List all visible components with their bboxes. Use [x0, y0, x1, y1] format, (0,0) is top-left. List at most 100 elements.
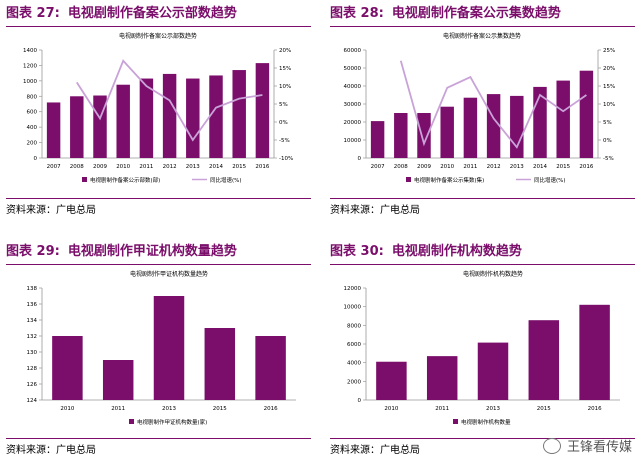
growth-line — [399, 60, 587, 149]
x-tick-label: 2008 — [70, 164, 84, 170]
chart-tv-drama-filings-count: 电视剧制作备案公示部数趋势 0 200 400 600 800 1000 1200 1400 -1… — [23, 32, 293, 184]
y2-tick-label: 0% — [279, 120, 288, 126]
legend-bar-swatch — [82, 177, 87, 182]
chart-production-institutions: 电视剧制作机构数趋势 0 2000 4000 6000 8000 10000 12000 201… — [344, 270, 620, 426]
legend-bar-label: 电视剧制作备案公示集数(集) — [414, 176, 484, 184]
source-note: 资料来源：广电总局 — [330, 198, 635, 216]
y-tick-label: 10000 — [344, 305, 362, 311]
bar — [370, 121, 385, 158]
y-tick-label: 60000 — [344, 48, 362, 54]
legend-line-label: 同比增速(%) — [210, 176, 242, 184]
x-tick-label: 2013 — [486, 406, 500, 412]
chart-title: 电视剧制作备案公示集数趋势 — [443, 32, 521, 40]
x-tick-label: 2015 — [213, 406, 227, 412]
x-tick-label: 2011 — [139, 164, 153, 170]
figure-heading: 图表 28: 电视剧制作备案公示集数趋势 — [330, 6, 635, 27]
bar — [528, 320, 560, 400]
bar — [46, 102, 61, 158]
bar — [579, 304, 610, 400]
y-tick-label: 1400 — [23, 48, 37, 54]
y2-tick-label: 25% — [603, 48, 615, 54]
y-tick-label: 10000 — [344, 138, 362, 144]
y-tick-label: 800 — [27, 94, 38, 100]
y2-tick-label: -5% — [279, 138, 290, 144]
y2-tick-label: -5% — [603, 156, 614, 162]
bar — [417, 113, 431, 158]
bar — [477, 342, 509, 400]
y-tick-label: 6000 — [347, 342, 361, 348]
x-tick-label: 2012 — [163, 164, 177, 170]
y-tick-label: 134 — [27, 318, 38, 324]
legend-line-label: 同比增速(%) — [534, 176, 566, 184]
bar — [116, 84, 130, 158]
y-tick-label: 2000 — [347, 379, 361, 385]
x-tick-label: 2010 — [60, 406, 74, 412]
y-tick-label: 1000 — [23, 79, 37, 85]
y2-tick-label: -10% — [279, 156, 293, 162]
x-tick-label: 2014 — [533, 164, 547, 170]
bar — [486, 94, 501, 158]
y-tick-label: 126 — [27, 382, 38, 388]
source-note: 资料来源：广电总局 — [6, 198, 311, 216]
wechat-icon — [542, 437, 561, 454]
y2-tick-label: 10% — [603, 102, 615, 108]
watermark: 王锋看传媒 — [542, 436, 632, 455]
x-tick-label: 2013 — [186, 164, 200, 170]
x-tick-label: 2010 — [384, 406, 398, 412]
x-tick-label: 2015 — [232, 164, 246, 170]
legend-bar-swatch — [129, 419, 134, 424]
x-tick-label: 2011 — [111, 406, 125, 412]
bar — [186, 78, 200, 158]
x-tick-label: 2014 — [209, 164, 223, 170]
bar — [102, 360, 134, 400]
bar — [426, 356, 458, 400]
x-tick-label: 2007 — [371, 164, 385, 170]
legend-bar-label: 电视剧制作备案公示部数(部) — [90, 176, 160, 184]
y-tick-label: 128 — [27, 366, 38, 372]
bar — [153, 296, 185, 400]
y2-tick-label: 5% — [279, 102, 288, 108]
y-tick-label: 138 — [27, 286, 38, 292]
legend-bar-label: 电视剧制作机构数量 — [461, 418, 511, 426]
y2-tick-label: 20% — [279, 48, 291, 54]
bar — [255, 336, 286, 400]
y-tick-label: 1200 — [23, 63, 37, 69]
y-tick-label: 400 — [27, 125, 38, 131]
legend-bar-swatch — [406, 177, 411, 182]
x-tick-label: 2016 — [579, 164, 593, 170]
y-tick-label: 4000 — [347, 361, 361, 367]
figure-heading: 图表 30: 电视剧制作机构数趋势 — [330, 244, 635, 265]
y-tick-label: 124 — [27, 398, 38, 404]
bar — [463, 97, 478, 158]
bar — [52, 336, 83, 400]
x-tick-label: 2015 — [537, 406, 551, 412]
chart-title: 电视剧制作机构数趋势 — [463, 270, 523, 278]
x-tick-label: 2012 — [487, 164, 501, 170]
bar — [255, 63, 270, 158]
bar — [440, 106, 454, 158]
y2-tick-label: 15% — [603, 84, 615, 90]
y-tick-label: 50000 — [344, 66, 362, 72]
x-tick-label: 2010 — [116, 164, 130, 170]
x-tick-label: 2013 — [162, 406, 176, 412]
legend-bar-label: 电视剧制作甲证机构数量(家) — [137, 418, 207, 426]
y-tick-label: 0 — [358, 398, 362, 404]
figure-heading: 图表 27: 电视剧制作备案公示部数趋势 — [6, 6, 311, 27]
bar — [139, 78, 154, 158]
x-tick-label: 2015 — [556, 164, 570, 170]
y2-tick-label: 10% — [279, 84, 291, 90]
bar — [394, 113, 408, 158]
x-tick-label: 2011 — [435, 406, 449, 412]
chart-title: 电视剧制作甲证机构数量趋势 — [130, 270, 208, 278]
bar — [162, 73, 177, 158]
x-tick-label: 2009 — [417, 164, 431, 170]
x-tick-label: 2007 — [47, 164, 61, 170]
y2-tick-label: 20% — [603, 66, 615, 72]
x-tick-label: 2010 — [440, 164, 454, 170]
bar — [556, 80, 570, 158]
bar — [510, 95, 524, 158]
y-tick-label: 0 — [358, 156, 362, 162]
y2-tick-label: 15% — [279, 66, 291, 72]
x-tick-label: 2011 — [463, 164, 477, 170]
chart-tv-drama-filings-episodes: 电视剧制作备案公示集数趋势 0 10000 20000 30000 40000 50000 6… — [344, 32, 616, 184]
